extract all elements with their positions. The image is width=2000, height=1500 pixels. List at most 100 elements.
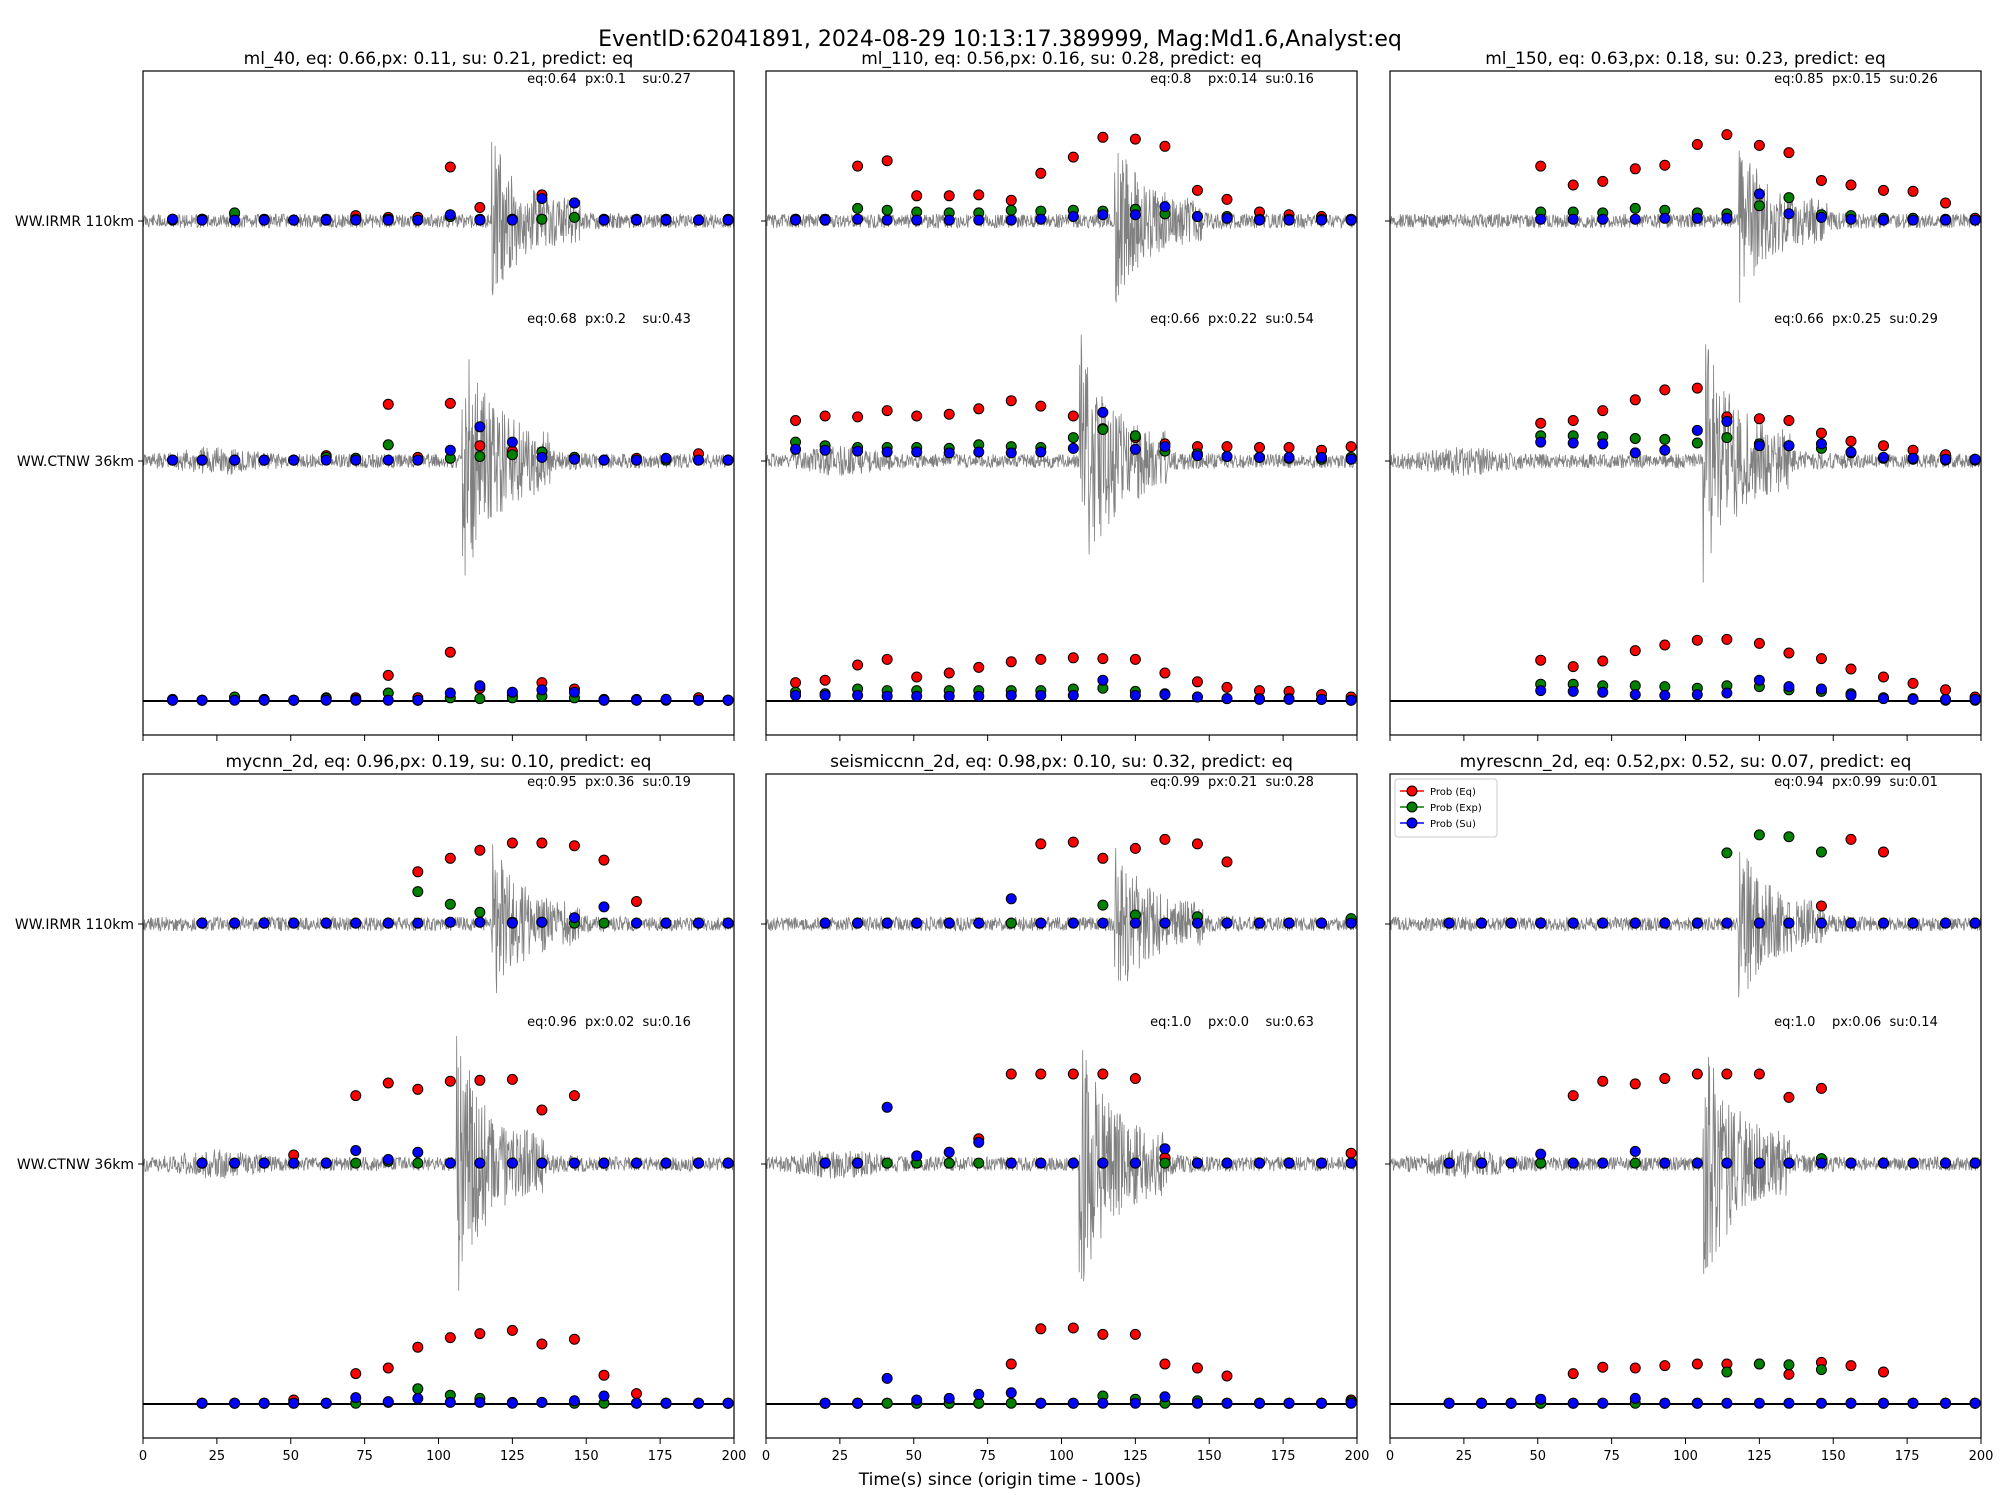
prob-point-eq — [1097, 852, 1109, 864]
prob-point-su — [1316, 214, 1328, 226]
prob-point-exp — [1783, 1359, 1795, 1371]
prob-point-su — [1877, 1157, 1889, 1169]
prob-point-eq — [1567, 1368, 1579, 1380]
prob-point-exp — [1783, 192, 1795, 204]
prob-point-su — [1907, 693, 1919, 705]
prob-point-su — [943, 447, 955, 459]
prob-point-su — [1316, 917, 1328, 929]
prob-point-su — [973, 214, 985, 226]
prob-point-exp — [1753, 200, 1765, 212]
prob-point-su — [1035, 213, 1047, 225]
prob-point-su — [1345, 1157, 1357, 1169]
prob-point-eq — [350, 1368, 362, 1380]
prob-point-su — [382, 454, 394, 466]
prob-point-su — [630, 1397, 642, 1409]
prob-point-su — [288, 454, 300, 466]
prob-point-su — [1129, 689, 1141, 701]
prob-point-su — [598, 454, 610, 466]
prob-point-su — [1443, 1397, 1455, 1409]
prob-point-eq — [1940, 684, 1952, 696]
prob-point-eq — [1629, 394, 1641, 406]
prob-point-su — [196, 917, 208, 929]
prob-point-eq — [1597, 175, 1609, 187]
prob-point-su — [1316, 1397, 1328, 1409]
prob-point-su — [1877, 214, 1889, 226]
prob-point-eq — [1067, 1322, 1079, 1334]
prob-point-exp — [1005, 1397, 1017, 1409]
prob-point-su — [1567, 437, 1579, 449]
x-tick-label: 100 — [426, 1449, 451, 1464]
prob-point-su — [1815, 438, 1827, 450]
prob-point-su — [1443, 917, 1455, 929]
prob-point-su — [722, 1397, 734, 1409]
prob-point-su — [1505, 1157, 1517, 1169]
prob-point-su — [444, 444, 456, 456]
prob-point-su — [1191, 1157, 1203, 1169]
prob-point-eq — [444, 1075, 456, 1087]
prob-point-su — [568, 912, 580, 924]
prob-point-su — [1221, 917, 1233, 929]
panel-3: mycnn_2d, eq: 0.96,px: 0.19, su: 0.10, p… — [15, 752, 747, 1464]
prob-point-su — [1597, 917, 1609, 929]
prob-point-su — [852, 917, 864, 929]
prob-point-eq — [1191, 838, 1203, 850]
prob-point-su — [288, 1397, 300, 1409]
prob-point-su — [444, 1157, 456, 1169]
prob-point-su — [1940, 453, 1952, 465]
prob-point-su — [1877, 1397, 1889, 1409]
x-tick-label: 25 — [1456, 1449, 1473, 1464]
x-tick-label: 0 — [139, 1449, 147, 1464]
prob-point-su — [1097, 209, 1109, 221]
prob-point-exp — [598, 917, 610, 929]
prob-point-exp — [1129, 430, 1141, 442]
prob-point-eq — [444, 1332, 456, 1344]
prob-point-exp — [973, 1157, 985, 1169]
prob-point-su — [1783, 1397, 1795, 1409]
prob-point-su — [1815, 683, 1827, 695]
prob-point-su — [819, 1397, 831, 1409]
prob-point-eq — [1940, 197, 1952, 209]
prob-point-su — [568, 686, 580, 698]
prob-point-su — [1005, 893, 1017, 905]
x-tick-label: 200 — [722, 1449, 747, 1464]
prob-point-eq — [1345, 1147, 1357, 1159]
prob-point-eq — [1567, 661, 1579, 673]
prob-point-exp — [1097, 424, 1109, 435]
prob-point-eq — [1191, 184, 1203, 196]
prob-point-su — [1345, 917, 1357, 929]
panel-0: ml_40, eq: 0.66,px: 0.11, su: 0.21, pred… — [15, 49, 735, 741]
prob-point-eq — [568, 1090, 580, 1102]
prob-point-su — [1221, 212, 1233, 224]
prob-point-su — [1721, 212, 1733, 224]
prob-point-su — [320, 214, 332, 226]
prob-point-exp — [1067, 432, 1079, 444]
legend-label: Prob (Exp) — [1430, 803, 1482, 814]
prob-point-eq — [1597, 405, 1609, 417]
x-tick-label: 100 — [1673, 1449, 1698, 1464]
prob-point-eq — [1035, 1323, 1047, 1335]
prob-point-eq — [1035, 653, 1047, 665]
panel-1: ml_110, eq: 0.56,px: 0.16, su: 0.28, pre… — [761, 49, 1358, 741]
prob-point-eq — [1191, 676, 1203, 688]
prob-point-eq — [1097, 131, 1109, 143]
prob-point-su — [1253, 917, 1265, 929]
waveform-trace-2 — [142, 359, 735, 576]
prob-point-su — [1721, 1157, 1733, 1169]
prob-point-su — [350, 214, 362, 226]
prob-point-su — [819, 214, 831, 226]
prob-point-su — [1191, 1397, 1203, 1409]
prob-point-su — [722, 454, 734, 466]
prob-point-eq — [506, 837, 518, 849]
prob-point-eq — [1753, 637, 1765, 649]
prob-point-su — [1159, 1143, 1171, 1155]
prob-point-su — [911, 1394, 923, 1406]
prob-point-su — [1691, 212, 1703, 224]
prob-point-su — [1753, 1157, 1765, 1169]
prob-point-exp — [1629, 1157, 1641, 1169]
x-tick-label: 75 — [1603, 1449, 1620, 1464]
prob-point-eq — [382, 669, 394, 681]
prob-point-exp — [1815, 1364, 1827, 1376]
prob-point-su — [1629, 213, 1641, 225]
prob-point-su — [1535, 1148, 1547, 1160]
